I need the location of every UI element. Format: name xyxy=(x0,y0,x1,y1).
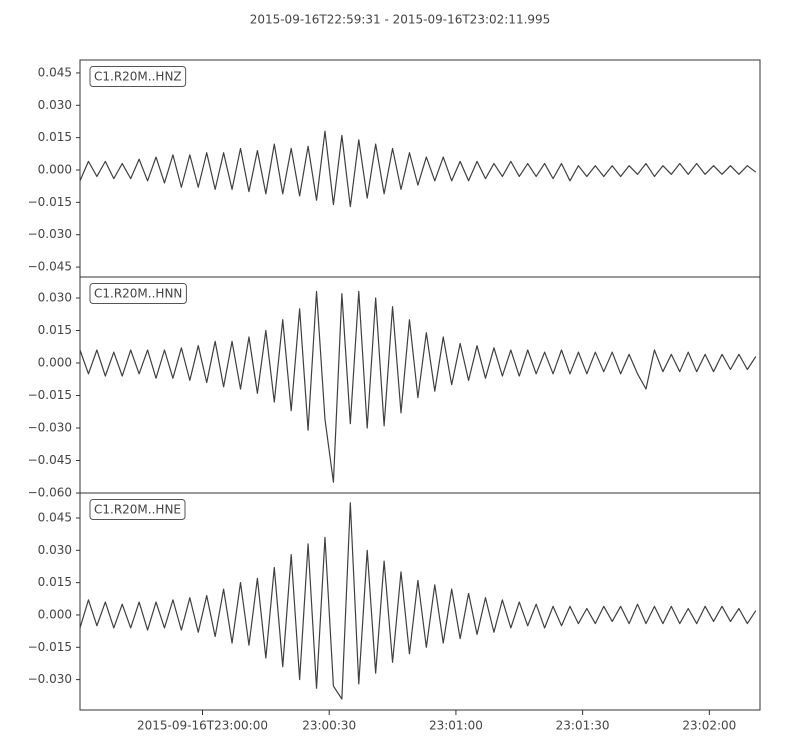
y-tick-label: −0.015 xyxy=(28,640,72,654)
y-tick-label: −0.030 xyxy=(28,227,72,241)
trace-label-box xyxy=(89,283,187,304)
trace-label: C1.R20M..HNN xyxy=(94,287,182,301)
x-tick-label: 23:01:30 xyxy=(556,719,610,733)
trace-label: C1.R20M..HNE xyxy=(94,503,181,517)
panel-frame xyxy=(79,492,761,711)
trace-label-box xyxy=(89,499,186,520)
waveform xyxy=(79,290,757,483)
y-tick-label: 0.030 xyxy=(38,98,72,112)
y-tick-label: −0.030 xyxy=(28,421,72,435)
x-tick-label: 23:01:00 xyxy=(429,719,483,733)
trace-label-box xyxy=(89,66,187,87)
x-tick-label: 2015-09-16T23:00:00 xyxy=(137,719,268,733)
y-tick-label: 0.000 xyxy=(38,356,72,370)
waveform xyxy=(79,502,757,700)
y-tick-label: 0.000 xyxy=(38,607,72,621)
y-tick-label: 0.015 xyxy=(38,130,72,144)
y-tick-label: 0.045 xyxy=(38,510,72,524)
trace-label: C1.R20M..HNZ xyxy=(94,70,182,84)
x-tick-label: 23:02:00 xyxy=(682,719,736,733)
y-tick-label: −0.015 xyxy=(28,388,72,402)
x-tick-label: 23:00:30 xyxy=(302,719,356,733)
y-tick-label: 0.030 xyxy=(38,291,72,305)
y-tick-label: 0.015 xyxy=(38,323,72,337)
y-tick-label: 0.015 xyxy=(38,575,72,589)
y-tick-label: −0.030 xyxy=(28,672,72,686)
y-tick-label: 0.030 xyxy=(38,543,72,557)
y-tick-label: −0.045 xyxy=(28,260,72,274)
y-tick-label: 0.000 xyxy=(38,163,72,177)
waveform xyxy=(79,130,757,208)
chart-title: 2015-09-16T22:59:31 - 2015-09-16T23:02:1… xyxy=(250,13,551,27)
y-tick-label: −0.045 xyxy=(28,453,72,467)
y-tick-label: 0.045 xyxy=(38,65,72,79)
y-tick-label: −0.060 xyxy=(28,486,72,500)
y-tick-label: −0.015 xyxy=(28,195,72,209)
